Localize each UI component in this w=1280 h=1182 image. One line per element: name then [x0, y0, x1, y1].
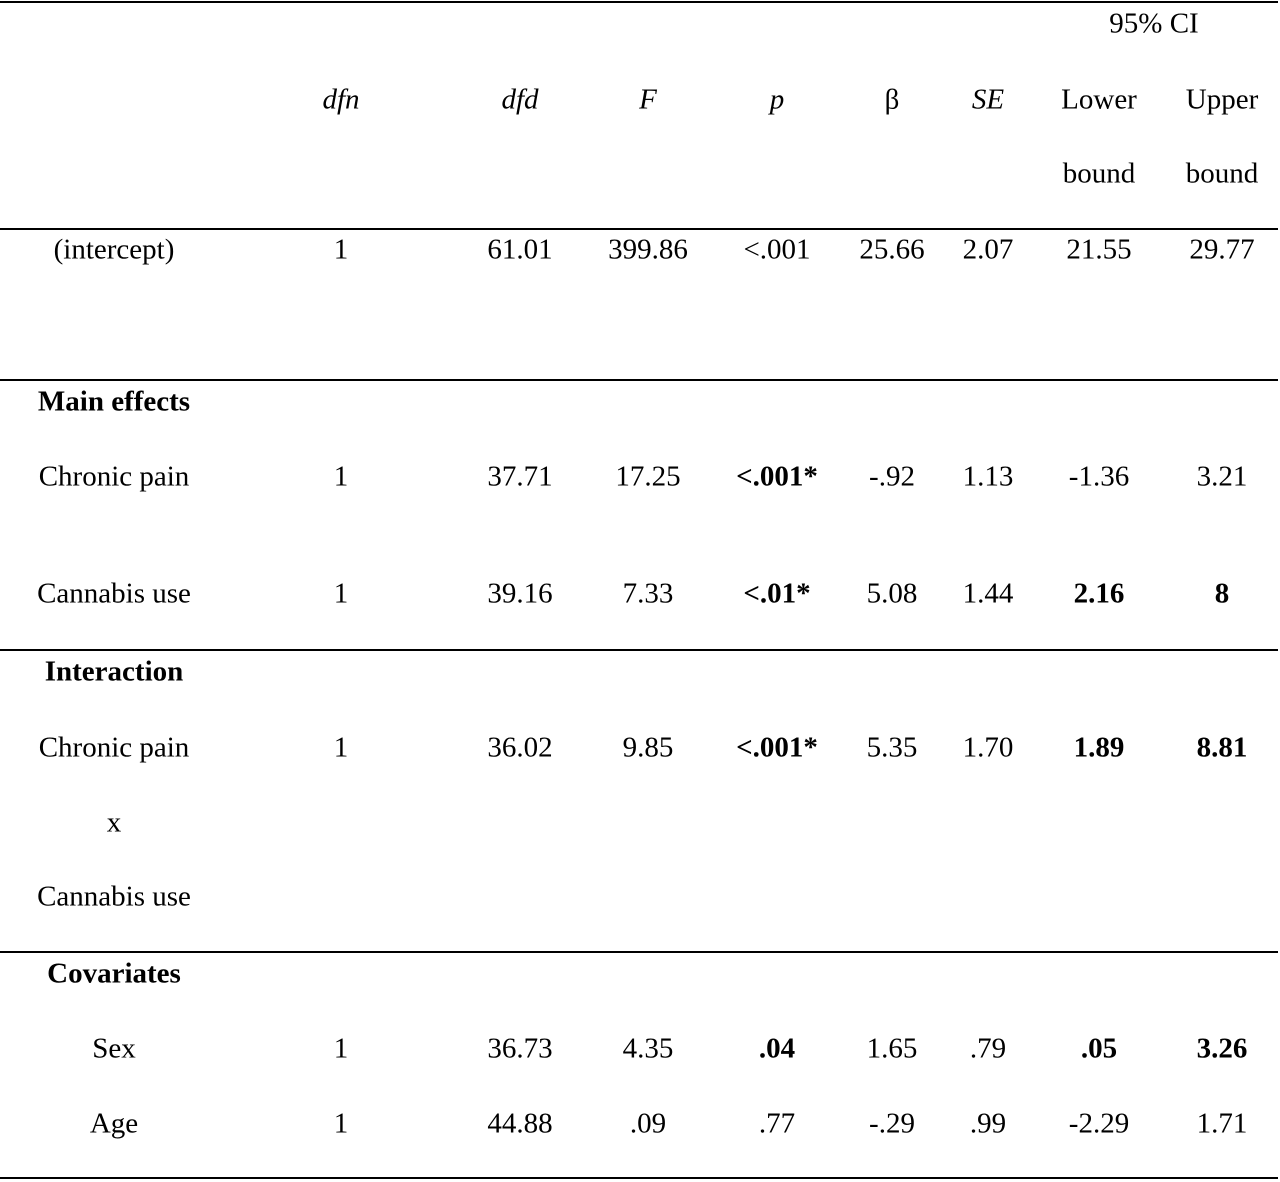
covariates-heading: Covariates	[47, 957, 181, 990]
intercept-dfd: 61.01	[487, 233, 553, 266]
interaction-label-line2: x	[106, 806, 122, 839]
header-upper-line2: bound	[1185, 157, 1259, 190]
sex-p: .04	[758, 1032, 796, 1065]
table-top-rule	[0, 1, 1278, 3]
intercept-se: 2.07	[962, 233, 1014, 266]
main-effects-rule	[0, 379, 1278, 381]
covariates-rule	[0, 951, 1278, 953]
cannabis-use-dfd: 39.16	[487, 577, 553, 610]
ci-header: 95% CI	[1109, 7, 1199, 40]
header-upper-line1: Upper	[1185, 83, 1259, 116]
header-dfn: dfn	[322, 83, 360, 116]
header-rule	[0, 228, 1278, 230]
age-beta: -.29	[869, 1107, 915, 1140]
cannabis-use-lower: 2.16	[1073, 577, 1125, 610]
cannabis-use-dfn: 1	[333, 577, 349, 610]
chronic-pain-f: 17.25	[615, 460, 681, 493]
sex-se: .79	[969, 1032, 1007, 1065]
chronic-pain-beta: -.92	[869, 460, 915, 493]
interaction-se: 1.70	[962, 731, 1014, 764]
interaction-beta: 5.35	[866, 731, 918, 764]
cannabis-use-f: 7.33	[622, 577, 674, 610]
sex-dfn: 1	[333, 1032, 349, 1065]
sex-upper: 3.26	[1196, 1032, 1248, 1065]
cannabis-use-upper: 8	[1214, 577, 1230, 610]
sex-f: 4.35	[622, 1032, 674, 1065]
interaction-rule	[0, 649, 1278, 651]
age-upper: 1.71	[1196, 1107, 1248, 1140]
header-beta: β	[884, 83, 900, 116]
header-p: p	[769, 83, 785, 116]
chronic-pain-p: <.001*	[736, 460, 818, 493]
cannabis-use-label: Cannabis use	[37, 577, 191, 610]
main-effects-heading: Main effects	[37, 385, 191, 418]
header-dfd: dfd	[501, 83, 539, 116]
cannabis-use-se: 1.44	[962, 577, 1014, 610]
interaction-dfn: 1	[333, 731, 349, 764]
age-se: .99	[969, 1107, 1007, 1140]
intercept-label: (intercept)	[53, 233, 175, 266]
intercept-lower: 21.55	[1066, 233, 1132, 266]
intercept-beta: 25.66	[859, 233, 925, 266]
sex-lower: .05	[1080, 1032, 1118, 1065]
header-lower-line2: bound	[1062, 157, 1136, 190]
sex-beta: 1.65	[866, 1032, 918, 1065]
age-label: Age	[89, 1107, 139, 1140]
header-f: F	[639, 83, 657, 116]
age-f: .09	[629, 1107, 667, 1140]
intercept-f: 399.86	[608, 233, 688, 266]
age-dfn: 1	[333, 1107, 349, 1140]
intercept-upper: 29.77	[1189, 233, 1255, 266]
chronic-pain-dfn: 1	[333, 460, 349, 493]
interaction-heading: Interaction	[44, 655, 184, 688]
interaction-lower: 1.89	[1073, 731, 1125, 764]
interaction-upper: 8.81	[1196, 731, 1248, 764]
chronic-pain-se: 1.13	[962, 460, 1014, 493]
sex-label: Sex	[92, 1032, 136, 1065]
age-dfd: 44.88	[487, 1107, 553, 1140]
cannabis-use-beta: 5.08	[866, 577, 918, 610]
table-bottom-rule	[0, 1177, 1278, 1179]
interaction-label-line3: Cannabis use	[37, 880, 191, 913]
interaction-dfd: 36.02	[487, 731, 553, 764]
intercept-dfn: 1	[333, 233, 349, 266]
chronic-pain-upper: 3.21	[1196, 460, 1248, 493]
age-lower: -2.29	[1068, 1107, 1130, 1140]
interaction-label-line1: Chronic pain	[38, 731, 190, 764]
cannabis-use-p: <.01*	[743, 577, 811, 610]
sex-dfd: 36.73	[487, 1032, 553, 1065]
header-se: SE	[971, 83, 1005, 116]
header-lower-line1: Lower	[1061, 83, 1137, 116]
interaction-p: <.001*	[736, 731, 818, 764]
interaction-f: 9.85	[622, 731, 674, 764]
age-p: .77	[758, 1107, 796, 1140]
chronic-pain-label: Chronic pain	[38, 460, 190, 493]
chronic-pain-dfd: 37.71	[487, 460, 553, 493]
chronic-pain-lower: -1.36	[1068, 460, 1130, 493]
intercept-p: <.001	[743, 233, 811, 266]
